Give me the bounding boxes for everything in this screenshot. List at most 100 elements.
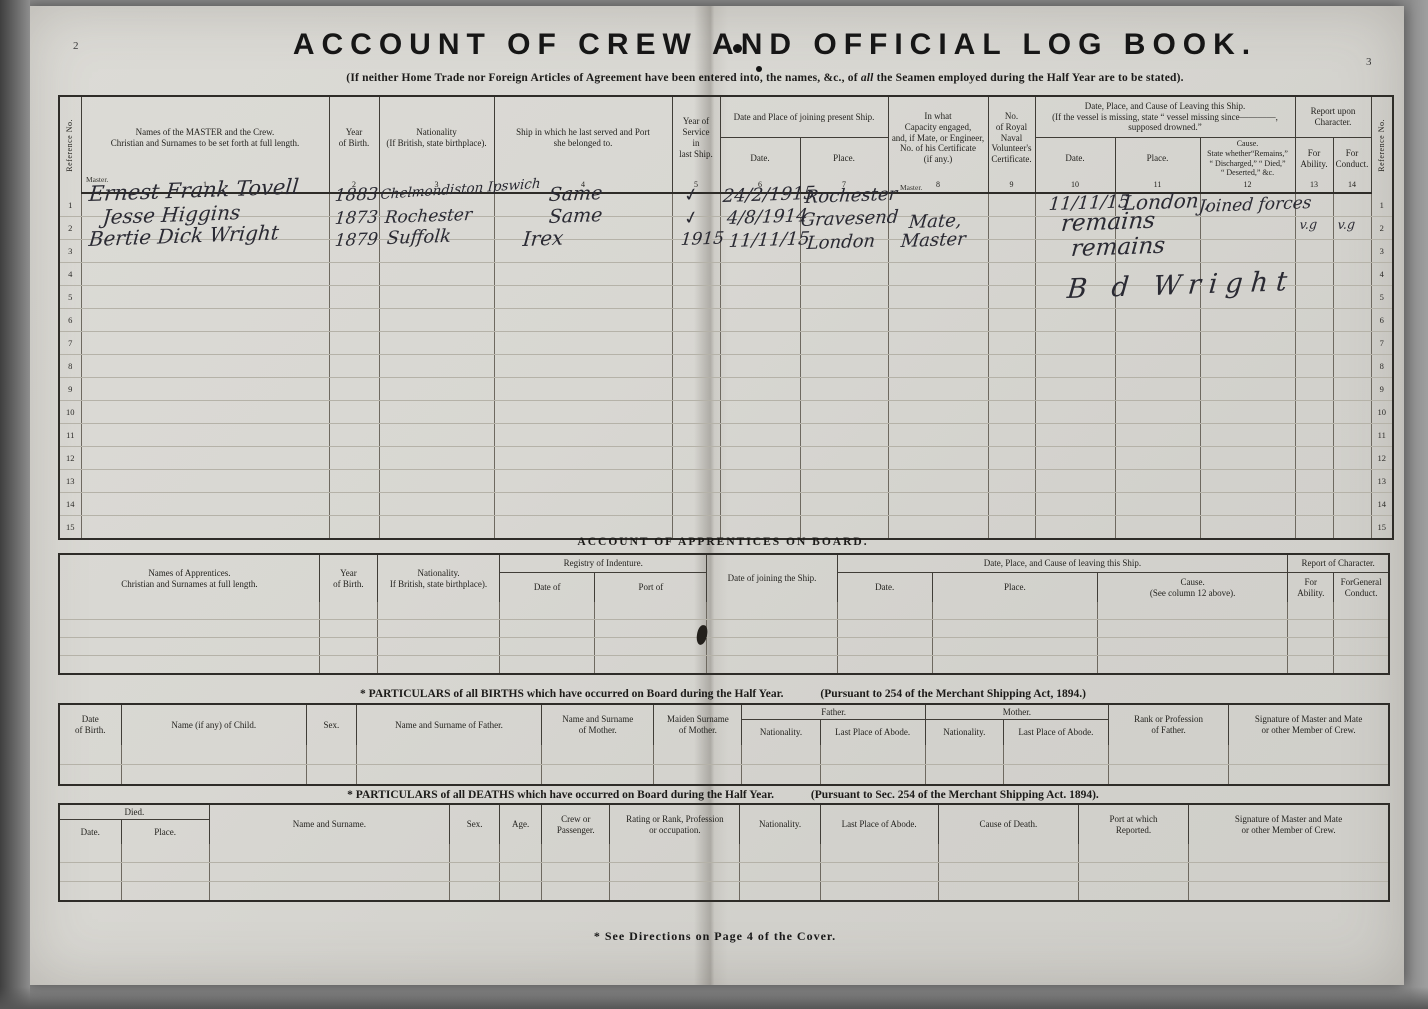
empty-cell [376, 602, 501, 620]
empty-cell [931, 602, 1099, 620]
scan-edge-right [1410, 0, 1428, 1009]
empty-cell [1114, 400, 1201, 424]
col-header-apprentice-birth: Year of Birth. [318, 553, 378, 602]
empty-cell [120, 745, 307, 765]
col-header-mother-nationality: Nationality. [924, 719, 1004, 745]
col-header-nationality: Nationality (If British, state birthplac… [378, 95, 495, 179]
col-number: 13 [1294, 179, 1334, 194]
empty-cell [836, 619, 933, 638]
col-header-father-abode: Last Place of Abode. [819, 719, 926, 745]
reference-label: Reference No. [1376, 118, 1386, 172]
apprentices-table: Names of Apprentices. Christian and Surn… [58, 553, 1390, 675]
empty-cell [799, 377, 889, 401]
empty-cell [706, 637, 838, 656]
empty-cell [499, 881, 543, 902]
empty-cell [987, 308, 1036, 332]
empty-cell [719, 492, 801, 516]
empty-cell [1332, 331, 1372, 355]
col-header-birth-sex: Sex. [305, 703, 357, 745]
empty-cell [449, 862, 501, 882]
empty-cell [1114, 377, 1201, 401]
col-header-birth-signature: Signature of Master and Mate or other Me… [1228, 703, 1390, 745]
empty-cell [328, 469, 380, 493]
empty-cell [318, 619, 378, 638]
row-reference-number: 4 [1370, 262, 1394, 286]
col-header-death-signature: Signature of Master and Mate or other Me… [1188, 803, 1390, 844]
empty-cell [887, 377, 989, 401]
empty-cell [1188, 844, 1390, 863]
empty-cell [378, 377, 495, 401]
empty-cell [937, 844, 1079, 863]
col-header-maiden-name: Maiden Surname of Mother. [653, 703, 743, 745]
col-group-apprentice-report: Report of Character. [1287, 553, 1390, 573]
empty-cell [328, 492, 380, 516]
table-row [58, 655, 1390, 675]
empty-cell [1034, 377, 1116, 401]
empty-cell [80, 446, 330, 470]
empty-cell [1096, 602, 1289, 620]
empty-cell [1034, 469, 1116, 493]
col-group-joining: Date and Place of joining present Ship. [719, 95, 889, 138]
table-row [58, 745, 1390, 765]
col-header-year-service: Year of Service in last Ship. [671, 95, 721, 179]
empty-cell [1294, 262, 1334, 286]
empty-cell [741, 764, 821, 786]
row-reference-number: 14 [1370, 492, 1394, 516]
row-reference-number: 14 [58, 492, 82, 516]
empty-cell [1287, 602, 1335, 620]
hw-crew3-nationality: Suffolk [385, 225, 452, 250]
empty-cell [1199, 492, 1296, 516]
empty-cell [1199, 308, 1296, 332]
row-reference-number: 7 [58, 331, 82, 355]
empty-cell [1294, 331, 1334, 355]
empty-cell [1199, 331, 1296, 355]
deaths-table: Died. Name and Surname. Sex. Age. Crew o… [58, 803, 1390, 902]
hw-crew3-leave-note: remains [1069, 232, 1167, 263]
empty-cell [1199, 515, 1296, 540]
empty-cell [80, 469, 330, 493]
col-group-died: Died. [58, 803, 210, 820]
empty-cell [987, 423, 1036, 447]
hw-master-signature: B d Wright [1065, 265, 1297, 306]
empty-cell [1294, 239, 1334, 263]
empty-cell [719, 469, 801, 493]
empty-cell [671, 423, 721, 447]
empty-cell [671, 400, 721, 424]
col-header-apprentice-leave-date: Date. [836, 572, 933, 602]
empty-cell [493, 285, 673, 309]
col-number: 9 [987, 179, 1036, 194]
empty-cell [1034, 354, 1116, 378]
empty-cell [719, 262, 801, 286]
col-header-died-date: Date. [58, 819, 122, 844]
empty-cell [1332, 285, 1372, 309]
page-footnote: * See Directions on Page 4 of the Cover. [593, 929, 837, 943]
empty-cell [1114, 423, 1201, 447]
empty-cell [541, 745, 655, 765]
hw-crew3-service-year: 1915 [679, 228, 725, 251]
col-header-death-cause: Cause of Death. [937, 803, 1079, 844]
empty-cell [541, 844, 611, 863]
empty-cell [987, 377, 1036, 401]
empty-cell [80, 492, 330, 516]
empty-cell [493, 262, 673, 286]
empty-cell [541, 764, 655, 786]
col-header-conduct: For Conduct. [1332, 137, 1372, 179]
empty-cell [1332, 492, 1372, 516]
empty-cell [1077, 844, 1190, 863]
col-header-child-name: Name (if any) of Child. [120, 703, 307, 745]
empty-cell [58, 881, 122, 902]
empty-cell [58, 655, 320, 675]
col-number: 10 [1034, 179, 1116, 194]
empty-cell [328, 262, 380, 286]
empty-cell [987, 331, 1036, 355]
empty-cell [1333, 637, 1390, 656]
empty-cell [1114, 446, 1201, 470]
empty-cell [987, 193, 1036, 217]
empty-cell [58, 602, 320, 620]
hw-crew2-join-date: 4/8/1914 [725, 205, 809, 230]
empty-cell [987, 285, 1036, 309]
right-page-number: 3 [1366, 56, 1372, 68]
empty-cell [819, 862, 939, 882]
